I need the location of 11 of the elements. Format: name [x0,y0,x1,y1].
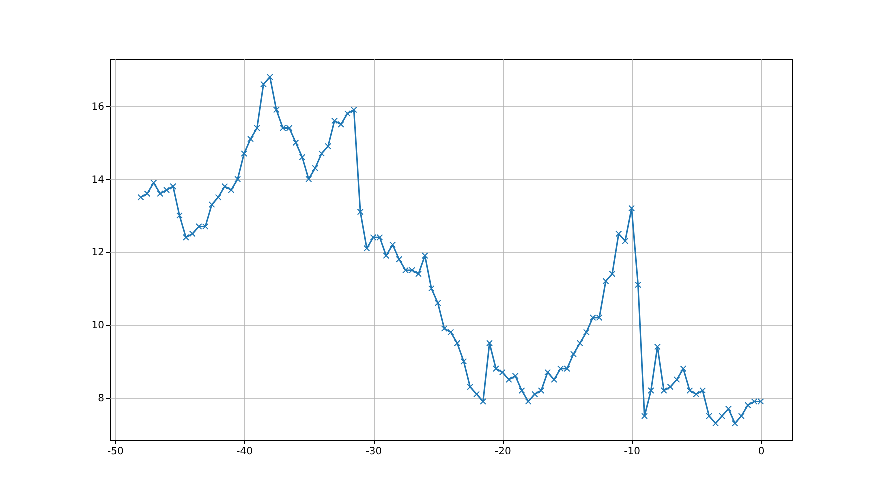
y-tick-label: 12 [92,248,104,259]
x-tick-label: -30 [366,446,382,458]
x-tick-label: 0 [758,446,765,458]
y-tick-label: 8 [98,394,104,405]
x-tick-label: -10 [624,446,641,458]
y-tick-label: 16 [92,102,104,113]
x-tick-label: -40 [236,446,254,458]
y-tick-label: 14 [92,174,104,186]
y-tick-label: 10 [92,320,104,332]
x-tick-label: -20 [494,446,512,458]
x-tick-label: -50 [107,446,124,458]
